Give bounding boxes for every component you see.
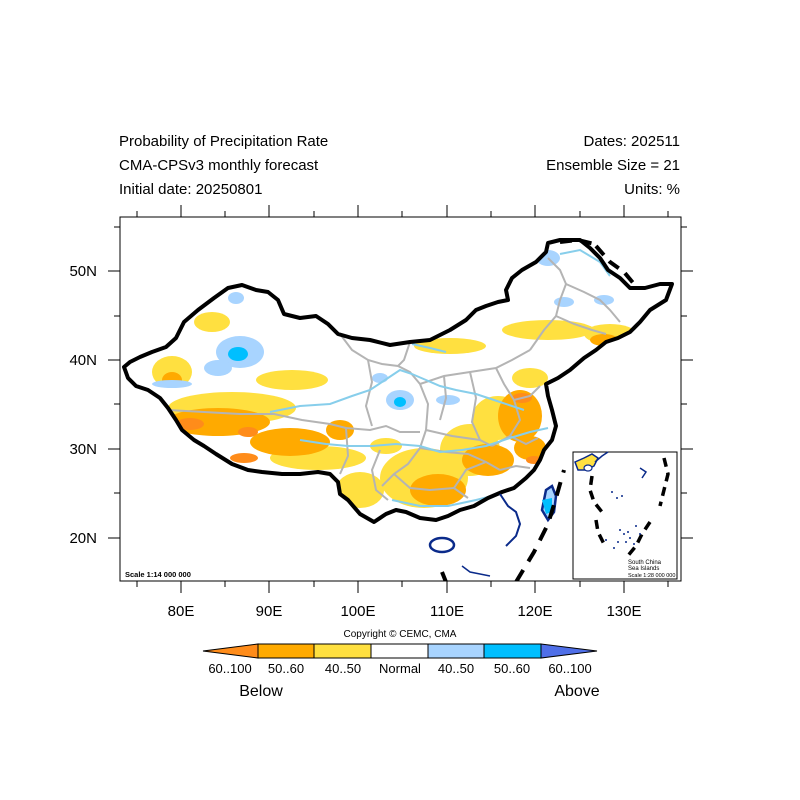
longitude-labels: 80E 90E 100E 110E 120E 130E (168, 603, 642, 620)
legend-labels: 60..100 50..60 40..50 Normal 40..50 50..… (208, 661, 591, 676)
legend-label-below-40-50: 40..50 (325, 661, 361, 676)
lat-label-50n: 50N (69, 263, 97, 280)
legend-above-label: Above (554, 683, 599, 700)
dates-label: Dates: 202511 (583, 133, 680, 150)
inset-title-line-1: South China (628, 560, 662, 566)
legend-label-above-50-60: 50..60 (494, 661, 530, 676)
hainan-island (428, 536, 456, 554)
legend-swatch-above-60-100 (540, 643, 598, 659)
lon-label-130e: 130E (606, 603, 641, 620)
lon-label-120e: 120E (517, 603, 552, 620)
lon-label-110e: 110E (430, 603, 464, 620)
lat-label-20n: 20N (69, 530, 97, 547)
province-borders (167, 257, 621, 501)
legend-swatch-below-50-60 (257, 643, 315, 659)
maritime-features (440, 237, 636, 581)
legend-label-above-40-50: 40..50 (438, 661, 474, 676)
lon-label-80e: 80E (168, 603, 195, 620)
above-50-60-areas (228, 347, 406, 407)
legend-label-below-60-100: 60..100 (208, 661, 251, 676)
map-scale-label: Scale 1:14 000 000 (125, 570, 191, 579)
legend-below-label: Below (239, 683, 283, 700)
ensemble-size-label: Ensemble Size = 21 (546, 157, 680, 174)
legend-label-normal: Normal (379, 661, 421, 676)
legend-swatch-above-50-60 (483, 643, 542, 659)
probability-shading (152, 250, 636, 508)
copyright-text: Copyright © CEMC, CMA (344, 629, 457, 640)
lat-label-40n: 40N (69, 352, 97, 369)
legend-label-above-60-100: 60..100 (548, 661, 591, 676)
units-label: Units: % (624, 181, 680, 198)
lon-label-100e: 100E (340, 603, 375, 620)
title-line-3: Initial date: 20250801 (119, 181, 263, 198)
taiwan-shading (542, 498, 552, 514)
lat-label-30n: 30N (69, 441, 97, 458)
title-line-2: CMA-CPSv3 monthly forecast (119, 157, 319, 174)
lon-label-90e: 90E (256, 603, 283, 620)
latitude-labels: 50N 40N 30N 20N (69, 263, 97, 547)
south-china-sea-inset: South China Sea Islands Scale 1:28 000 0… (572, 451, 678, 580)
below-60-100-areas (176, 393, 542, 464)
axis-ticks (108, 205, 693, 593)
legend-swatch-below-60-100 (202, 643, 259, 659)
inset-title-line-2: Sea Islands (628, 566, 659, 572)
legend-label-below-50-60: 50..60 (268, 661, 304, 676)
title-line-1: Probability of Precipitation Rate (119, 133, 329, 150)
inset-scale-label: Scale 1:28 000 000 (628, 573, 675, 579)
legend-colorbar (202, 643, 598, 659)
legend-swatch-below-40-50 (313, 643, 372, 659)
legend-swatch-above-40-50 (427, 643, 485, 659)
legend-swatch-normal (370, 643, 429, 659)
